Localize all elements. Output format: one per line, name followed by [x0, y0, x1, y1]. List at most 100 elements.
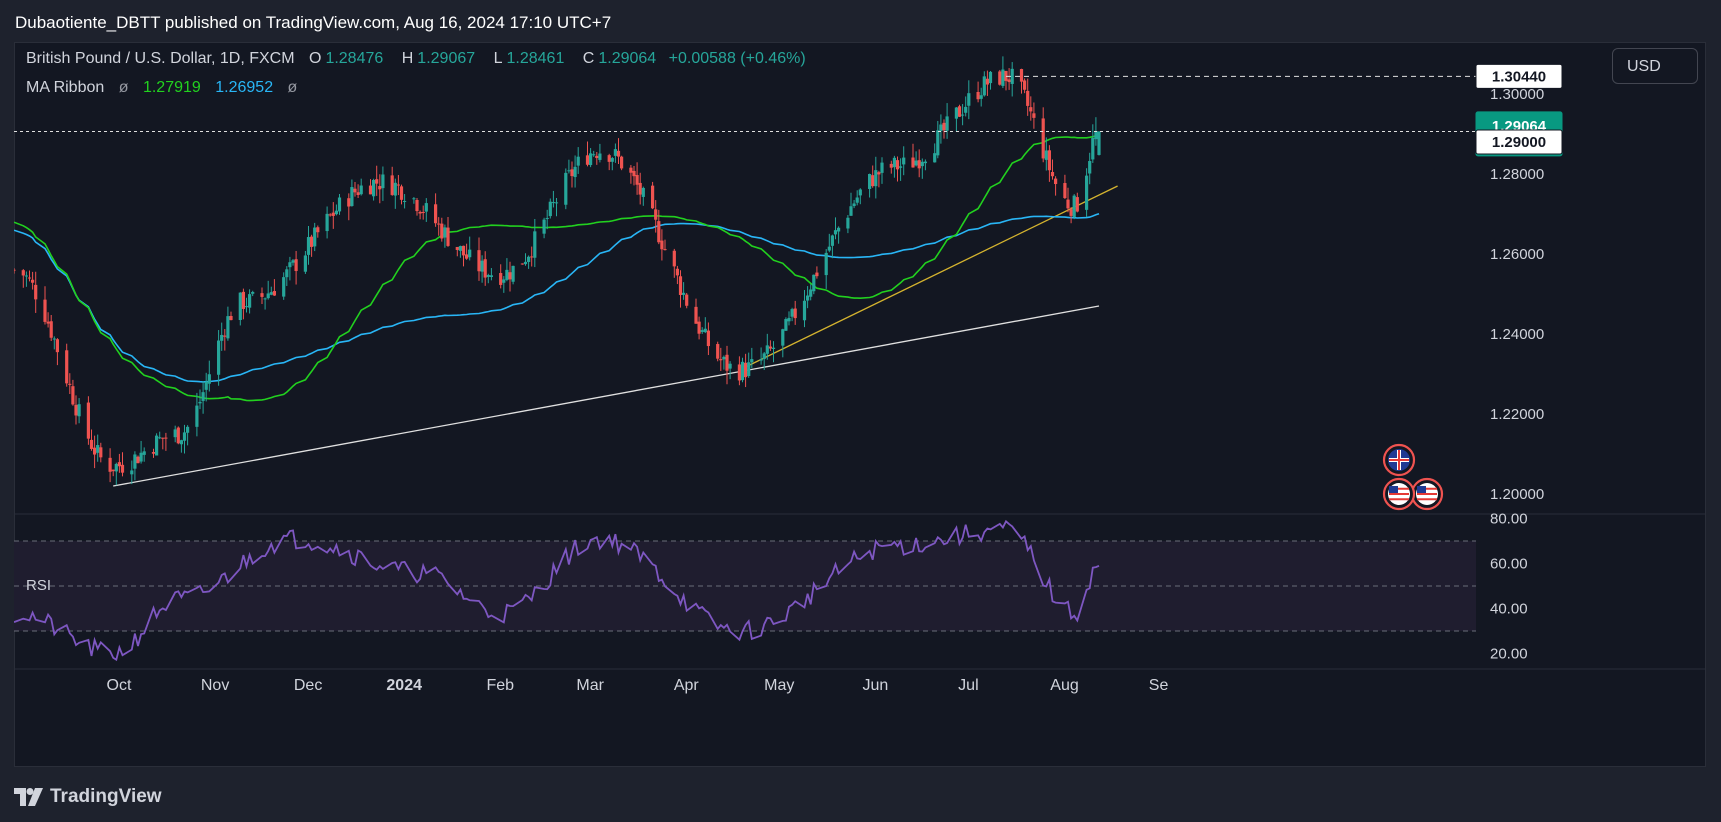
- candle-body: [616, 150, 621, 157]
- yellow-trendline: [739, 185, 1118, 371]
- ma-ribbon-null-icon-2: ø: [287, 79, 298, 96]
- candle-body: [499, 273, 503, 285]
- candle-body: [368, 185, 373, 195]
- candle-body: [260, 293, 264, 297]
- candle-body: [899, 166, 903, 168]
- candle-body: [226, 316, 230, 339]
- rsi-tick-label: 20.00: [1490, 646, 1528, 663]
- legend-o-val: 1.28476: [325, 50, 384, 67]
- candle-body: [434, 204, 438, 224]
- time-axis-label: Se: [1149, 677, 1169, 694]
- candle-body: [269, 292, 273, 295]
- candle-body: [598, 153, 602, 160]
- candle-body: [303, 255, 307, 272]
- candle-body: [313, 227, 317, 247]
- legend-ma-ribbon[interactable]: MA Ribbon ø 1.27919 1.26952 ø: [26, 79, 301, 97]
- candle-body: [976, 92, 980, 100]
- candle-body: [65, 350, 69, 384]
- ma-ribbon-null-icon: ø: [118, 79, 129, 96]
- candle-body: [706, 330, 710, 347]
- rsi-label[interactable]: RSI: [26, 577, 52, 594]
- candle-body: [272, 291, 276, 296]
- candle-body: [790, 309, 794, 317]
- candle-body: [223, 335, 227, 337]
- chart-svg[interactable]: 1.20000 1.22000 1.24000 1.26000 1.28000 1.300…: [14, 42, 1706, 767]
- price-tick-label: 1.24000: [1490, 326, 1544, 343]
- time-axis-label: Mar: [576, 677, 604, 694]
- candle-body: [486, 275, 490, 277]
- candle-body: [310, 236, 314, 247]
- candle-body: [1066, 199, 1070, 209]
- candle-body: [415, 199, 419, 212]
- candle-body: [117, 462, 121, 467]
- candle-body: [1054, 178, 1058, 185]
- candle-body: [985, 78, 989, 85]
- candle-body: [412, 198, 416, 200]
- candle-body: [967, 93, 971, 106]
- candle-body: [461, 245, 466, 256]
- candle-body: [375, 179, 379, 184]
- legend-h-key: H: [401, 50, 414, 67]
- candle-body: [1032, 113, 1036, 118]
- candle-body: [328, 214, 332, 216]
- candle-body: [130, 470, 134, 475]
- candle-body: [43, 299, 47, 322]
- level-tag-bg: [1475, 129, 1563, 155]
- candle-body: [372, 179, 376, 197]
- candle-body: [1063, 183, 1067, 199]
- candle-body: [158, 437, 162, 439]
- legend-change: +0.00588 (+0.46%): [668, 50, 806, 67]
- candle-body: [672, 250, 676, 267]
- time-axis-label: Oct: [107, 677, 132, 694]
- candle-body: [576, 156, 580, 166]
- candle-body: [1010, 68, 1014, 84]
- candle-body: [198, 401, 202, 404]
- candle-body: [737, 364, 741, 381]
- candle-body: [660, 240, 664, 250]
- rsi-line: [14, 519, 1100, 662]
- time-axis-label: 2024: [386, 677, 422, 694]
- price-tick-label: 1.26000: [1490, 246, 1544, 263]
- candle-body: [337, 197, 342, 212]
- candle-body: [14, 269, 16, 271]
- footer-brand-label: TradingView: [50, 786, 162, 807]
- legend-symbol: British Pound / U.S. Dollar, 1D, FXCM: [26, 50, 295, 67]
- candle-body: [573, 166, 577, 178]
- candle-body: [186, 426, 190, 433]
- candle-body: [455, 246, 459, 250]
- white-trendline: [113, 305, 1100, 487]
- rsi-tick-label: 60.00: [1490, 556, 1528, 573]
- candle-body: [77, 404, 81, 417]
- axes: 1.20000 1.22000 1.24000 1.26000 1.28000 1.300…: [107, 86, 1545, 694]
- candle-body: [964, 106, 968, 113]
- candle-body: [936, 130, 940, 156]
- candle-body: [1001, 69, 1005, 86]
- candle-body: [55, 339, 59, 353]
- ma-slow-value: 1.26952: [215, 79, 274, 96]
- ma-ribbon-name: MA Ribbon: [26, 79, 105, 96]
- candle-body: [852, 203, 856, 207]
- candle-body: [21, 270, 25, 276]
- candle-body: [1094, 130, 1098, 140]
- candle-body: [111, 469, 115, 472]
- candle-body: [1047, 150, 1051, 171]
- candle-body: [440, 223, 444, 239]
- candle-body: [610, 158, 614, 162]
- candle-body: [241, 291, 245, 309]
- candle-body: [911, 157, 915, 168]
- time-axis-label: Feb: [487, 677, 515, 694]
- candle-body: [1023, 80, 1027, 90]
- footer-brand[interactable]: TradingView: [14, 782, 162, 812]
- candle-body: [533, 231, 537, 258]
- candle-body: [1069, 209, 1073, 216]
- us-flag-canton: [1417, 486, 1426, 493]
- currency-button[interactable]: USD: [1612, 48, 1698, 84]
- candle-body: [784, 319, 788, 331]
- candle-body: [787, 317, 791, 322]
- rsi-series: [14, 519, 1100, 662]
- candle-body: [682, 292, 686, 295]
- candle-body: [793, 308, 797, 319]
- candle-body: [74, 404, 78, 416]
- candle-body: [657, 221, 661, 243]
